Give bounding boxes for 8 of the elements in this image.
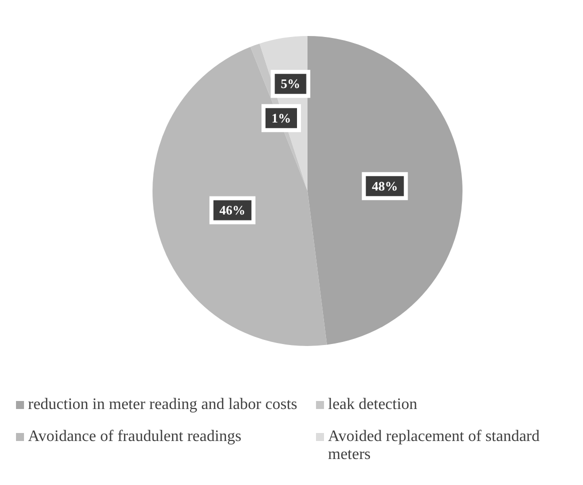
legend-label: reduction in meter reading and labor costs [28,396,298,414]
legend-label: Avoidance of fraudulent readings [28,428,242,446]
data-label: 48% [372,178,398,194]
data-label: 1% [272,110,291,126]
data-label: 46% [219,202,246,218]
legend-label: leak detection [328,396,418,414]
data-label: 5% [280,76,300,92]
legend-label: Avoided replacement of standard meters [328,428,541,464]
